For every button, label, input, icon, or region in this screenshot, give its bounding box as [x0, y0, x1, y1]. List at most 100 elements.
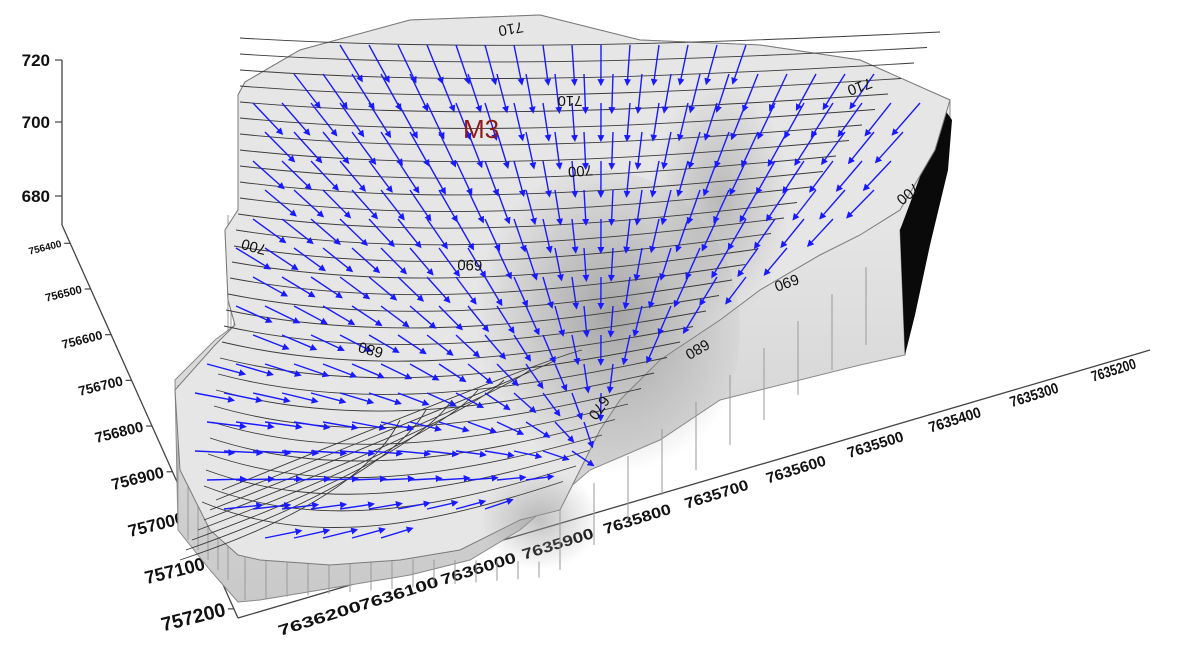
flow-arrow: [293, 528, 331, 539]
flow-arrow: [310, 160, 340, 192]
flow-arrow: [380, 421, 415, 432]
flow-arrow: [554, 73, 563, 114]
marker-m3: M3: [463, 114, 499, 144]
flow-arrow: [688, 73, 701, 114]
contour-line: [215, 372, 655, 412]
flow-arrow: [409, 189, 432, 222]
flow-arrow: [730, 102, 747, 141]
flow-arrow: [409, 247, 434, 276]
flow-arrow: [650, 44, 660, 86]
flow-arrow: [467, 421, 498, 434]
flow-arrow: [496, 131, 510, 169]
flow-arrow: [467, 305, 490, 333]
flow-arrow: [571, 334, 581, 366]
flow-arrow: [769, 73, 788, 112]
flow-arrow: [322, 305, 356, 326]
flow-arrow: [368, 392, 402, 406]
x-tick-label: 7635600: [764, 453, 828, 488]
flow-arrow: [713, 189, 730, 224]
flow-arrow: [525, 73, 536, 114]
flow-arrow: [554, 247, 564, 282]
flow-arrow: [484, 44, 498, 86]
flow-arrow: [847, 131, 875, 165]
flow-arrow: [846, 189, 875, 219]
flow-arrow: [252, 160, 285, 190]
flow-arrow: [571, 160, 579, 198]
flow-arrow: [351, 247, 381, 274]
flow-arrow: [624, 44, 632, 87]
y-tick-label: 757100: [142, 553, 207, 588]
flow-arrow: [368, 500, 403, 510]
y-tick-label: 756400: [28, 239, 63, 258]
flow-arrow: [542, 334, 556, 364]
x-tick-label: 7635400: [927, 404, 984, 436]
flow-arrow: [351, 475, 387, 483]
flow-arrow: [513, 218, 527, 253]
flow-arrow: [484, 392, 511, 411]
flow-arrow: [554, 189, 564, 226]
contour-label-700: 700: [240, 235, 269, 258]
flow-arrow: [513, 334, 532, 362]
flow-arrow: [484, 160, 500, 197]
contour-line: [211, 403, 629, 445]
flow-arrow: [351, 363, 385, 379]
flow-arrow: [725, 276, 747, 305]
flow-arrow: [623, 218, 631, 254]
flow-arrow: [438, 247, 461, 277]
contour-line: [239, 31, 941, 46]
flow-arrow: [484, 276, 503, 307]
flow-arrow: [513, 102, 525, 142]
flow-arrow: [264, 475, 303, 483]
flow-arrow: [322, 131, 350, 165]
flow-arrow: [650, 102, 660, 142]
contour-line: [239, 171, 824, 196]
flow-arrow: [368, 160, 393, 193]
flow-arrow: [570, 44, 578, 87]
flow-arrow: [310, 276, 343, 299]
flow-arrow: [339, 160, 367, 192]
flow-arrow: [755, 160, 776, 195]
flow-arrow: [765, 189, 788, 222]
z-tick-label: 680: [22, 187, 50, 206]
flow-arrow: [351, 421, 387, 431]
flow-arrow: [661, 131, 672, 170]
flow-arrow: [467, 131, 483, 169]
flow-arrow: [554, 131, 563, 170]
flow-arrow: [438, 474, 471, 482]
flow-arrow: [496, 189, 511, 225]
flow-arrow: [891, 102, 921, 136]
flow-arrow: [794, 131, 817, 166]
contour-line: [205, 450, 590, 495]
flow-arrow: [623, 102, 631, 143]
flow-arrow: [675, 218, 689, 253]
flow-arrow: [397, 334, 427, 355]
flow-arrow: [513, 276, 529, 308]
flow-arrow: [496, 73, 509, 114]
flow-arrow: [455, 44, 471, 85]
flow-arrow: [438, 131, 457, 168]
flow-arrow: [795, 73, 817, 111]
flow-arrow: [293, 363, 330, 378]
y-tick-label: 756700: [77, 373, 125, 399]
flow-arrow: [339, 44, 363, 83]
contour-line: [201, 481, 564, 528]
flow-arrow: [571, 218, 579, 254]
flow-arrow: [822, 73, 846, 111]
flow-arrow: [864, 102, 892, 137]
flow-arrow: [264, 131, 296, 163]
flow-arrow: [397, 160, 420, 194]
flow-arrow: [409, 305, 437, 329]
x-tick-label: 7635800: [601, 501, 673, 538]
flow-arrow: [455, 392, 485, 409]
flow-arrow: [703, 102, 718, 141]
flow-arrow: [397, 276, 425, 302]
flow-arrow: [397, 500, 431, 510]
flow-arrow: [496, 247, 512, 280]
flow-arrow: [571, 450, 595, 467]
flow-arrow: [467, 247, 487, 279]
flow-arrow: [657, 305, 672, 336]
flow-arrow: [322, 73, 348, 110]
flow-arrow: [252, 502, 292, 510]
y-tick-label: 757200: [159, 599, 228, 636]
